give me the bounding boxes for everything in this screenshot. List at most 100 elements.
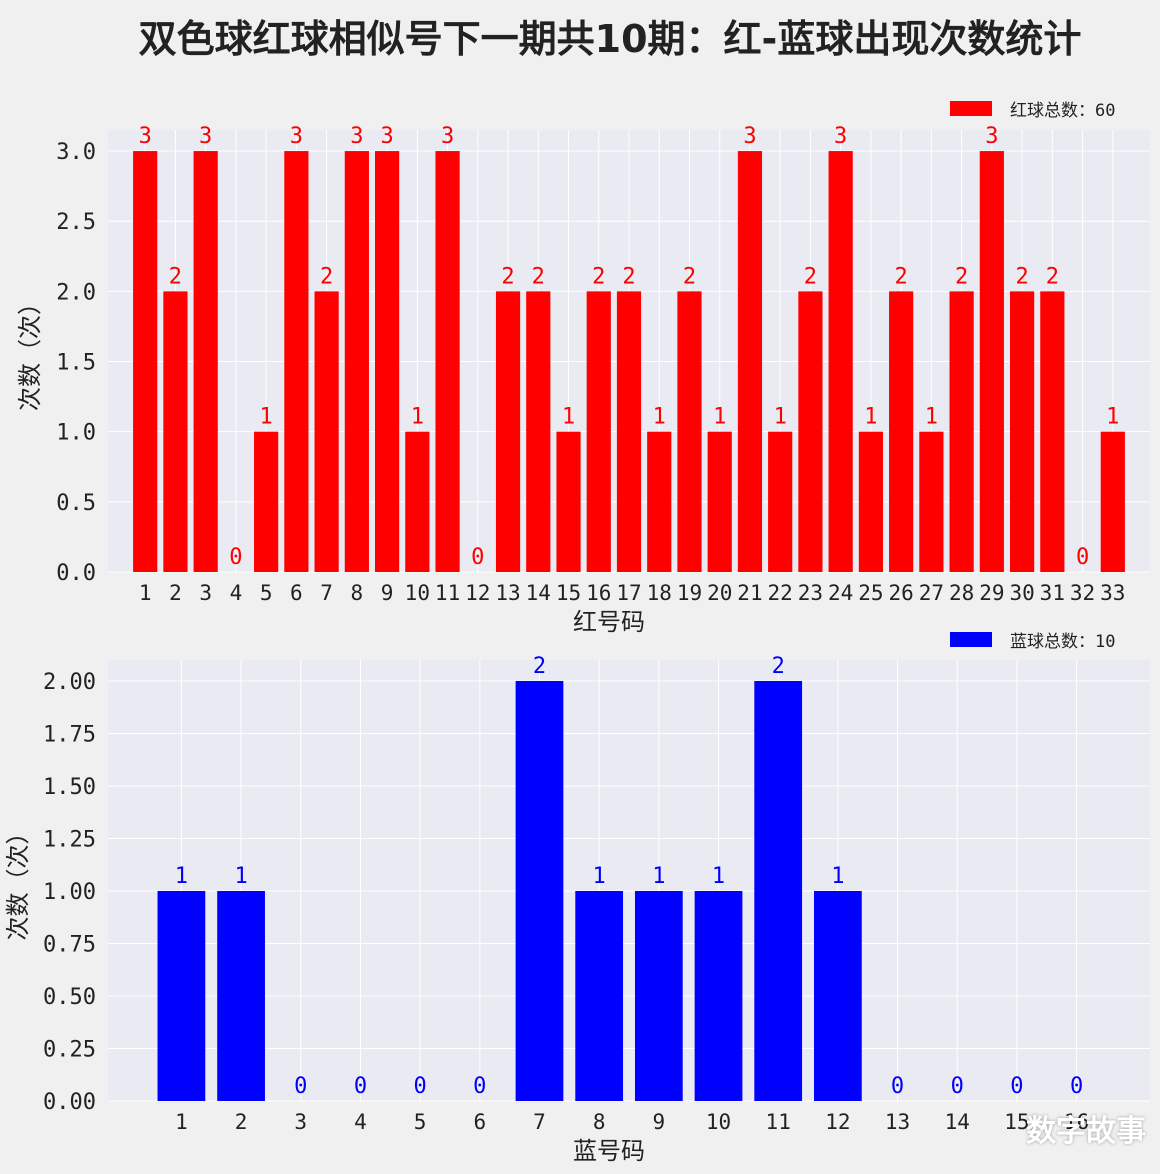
red-xtick-label: 22	[768, 581, 793, 605]
blue-bar-value-label: 1	[831, 864, 844, 889]
red-bar-value-label: 1	[260, 405, 273, 430]
red-bar	[707, 431, 732, 572]
blue-xtick-label: 10	[706, 1110, 731, 1134]
red-bar	[737, 151, 763, 573]
red-bar	[616, 291, 642, 572]
blue-ytick-label: 0.50	[43, 985, 96, 1010]
blue-bar-value-label: 0	[1070, 1074, 1083, 1099]
red-bar-value-label: 3	[290, 124, 303, 149]
red-y-axis-label: 次数（次）	[16, 291, 44, 411]
red-bar	[556, 431, 581, 572]
red-xtick-label: 17	[616, 581, 641, 605]
legend-blue-swatch	[950, 632, 992, 647]
blue-bar	[754, 681, 803, 1101]
blue-xtick-label: 7	[533, 1110, 546, 1134]
blue-xtick-label: 14	[945, 1110, 970, 1134]
red-xtick-label: 31	[1040, 581, 1065, 605]
blue-bar-value-label: 1	[234, 864, 247, 889]
red-ytick-label: 1.5	[56, 351, 96, 376]
blue-bar-value-label: 1	[652, 864, 665, 889]
blue-ytick-label: 1.25	[43, 828, 96, 853]
blue-bar	[217, 891, 265, 1101]
blue-bar-value-label: 2	[533, 654, 546, 679]
red-bar-value-label: 0	[229, 545, 242, 570]
red-xtick-label: 14	[526, 581, 551, 605]
red-bar	[828, 151, 853, 573]
red-bar	[193, 151, 218, 573]
red-x-axis-label: 红号码	[573, 608, 645, 636]
red-bar-value-label: 3	[199, 124, 212, 149]
red-bar	[344, 151, 369, 573]
red-xtick-label: 13	[495, 581, 520, 605]
red-xtick-label: 29	[979, 581, 1004, 605]
red-xtick-label: 25	[858, 581, 883, 605]
red-bar-value-label: 3	[743, 124, 756, 149]
blue-ytick-label: 1.00	[43, 880, 96, 905]
blue-bar-value-label: 0	[1010, 1074, 1023, 1099]
watermark-text: 数字故事	[1026, 1114, 1146, 1149]
red-bar	[768, 431, 793, 572]
blue-xtick-label: 13	[885, 1110, 910, 1134]
blue-bar-value-label: 0	[473, 1074, 486, 1099]
blue-ytick-label: 0.00	[43, 1090, 96, 1115]
red-xtick-label: 32	[1070, 581, 1095, 605]
red-bar-value-label: 1	[925, 405, 938, 430]
red-xtick-label: 10	[405, 581, 430, 605]
red-bar-value-label: 1	[653, 405, 666, 430]
blue-bar	[575, 891, 624, 1101]
red-ytick-label: 1.0	[56, 421, 96, 446]
red-bar	[314, 291, 339, 572]
red-bar	[647, 431, 672, 572]
red-ytick-label: 0.0	[56, 561, 96, 586]
red-xtick-label: 18	[647, 581, 672, 605]
red-bar-value-label: 2	[622, 264, 635, 289]
red-xtick-label: 30	[1009, 581, 1034, 605]
red-bar-value-label: 3	[441, 124, 454, 149]
red-bar	[405, 431, 430, 572]
red-bar-value-label: 3	[139, 124, 152, 149]
red-xtick-label: 24	[828, 581, 853, 605]
red-bar-value-label: 2	[955, 264, 968, 289]
blue-bar-value-label: 1	[593, 864, 606, 889]
legend-blue-label: 蓝球总数：10	[1010, 632, 1116, 652]
red-xtick-label: 27	[919, 581, 944, 605]
red-bar-value-label: 2	[895, 264, 908, 289]
blue-xtick-label: 9	[653, 1110, 666, 1134]
blue-xtick-label: 16	[1064, 1110, 1089, 1134]
red-xtick-label: 11	[435, 581, 460, 605]
red-xtick-label: 3	[199, 581, 212, 605]
red-bar-value-label: 1	[411, 405, 424, 430]
red-xtick-label: 1	[139, 581, 152, 605]
red-bar-value-label: 2	[592, 264, 605, 289]
red-bar	[163, 291, 188, 572]
red-bar-value-label: 3	[380, 124, 393, 149]
red-bar	[949, 291, 974, 572]
red-xtick-label: 23	[798, 581, 823, 605]
blue-bar	[814, 891, 862, 1101]
blue-xtick-label: 11	[766, 1110, 791, 1134]
blue-bar-value-label: 0	[294, 1074, 307, 1099]
red-xtick-label: 7	[320, 581, 333, 605]
red-bar	[586, 291, 611, 572]
red-ytick-label: 0.5	[56, 491, 96, 516]
red-bar-value-label: 0	[471, 545, 484, 570]
red-bar	[1040, 291, 1065, 572]
red-xtick-label: 21	[737, 581, 762, 605]
red-bar-value-label: 2	[501, 264, 514, 289]
red-bar	[858, 431, 883, 572]
red-bar-value-label: 2	[1046, 264, 1059, 289]
red-bar-value-label: 3	[985, 124, 998, 149]
red-bar	[284, 151, 309, 573]
red-bar	[798, 291, 823, 572]
red-xtick-label: 5	[260, 581, 273, 605]
blue-xtick-label: 1	[175, 1110, 188, 1134]
red-xtick-label: 26	[888, 581, 913, 605]
red-bar	[254, 431, 279, 572]
page-title: 双色球红球相似号下一期共10期：红-蓝球出现次数统计	[138, 17, 1082, 61]
red-xtick-label: 15	[556, 581, 581, 605]
red-bar-value-label: 3	[350, 124, 363, 149]
red-bar-value-label: 1	[562, 405, 575, 430]
red-ytick-label: 3.0	[56, 140, 96, 165]
red-bar	[889, 291, 914, 572]
